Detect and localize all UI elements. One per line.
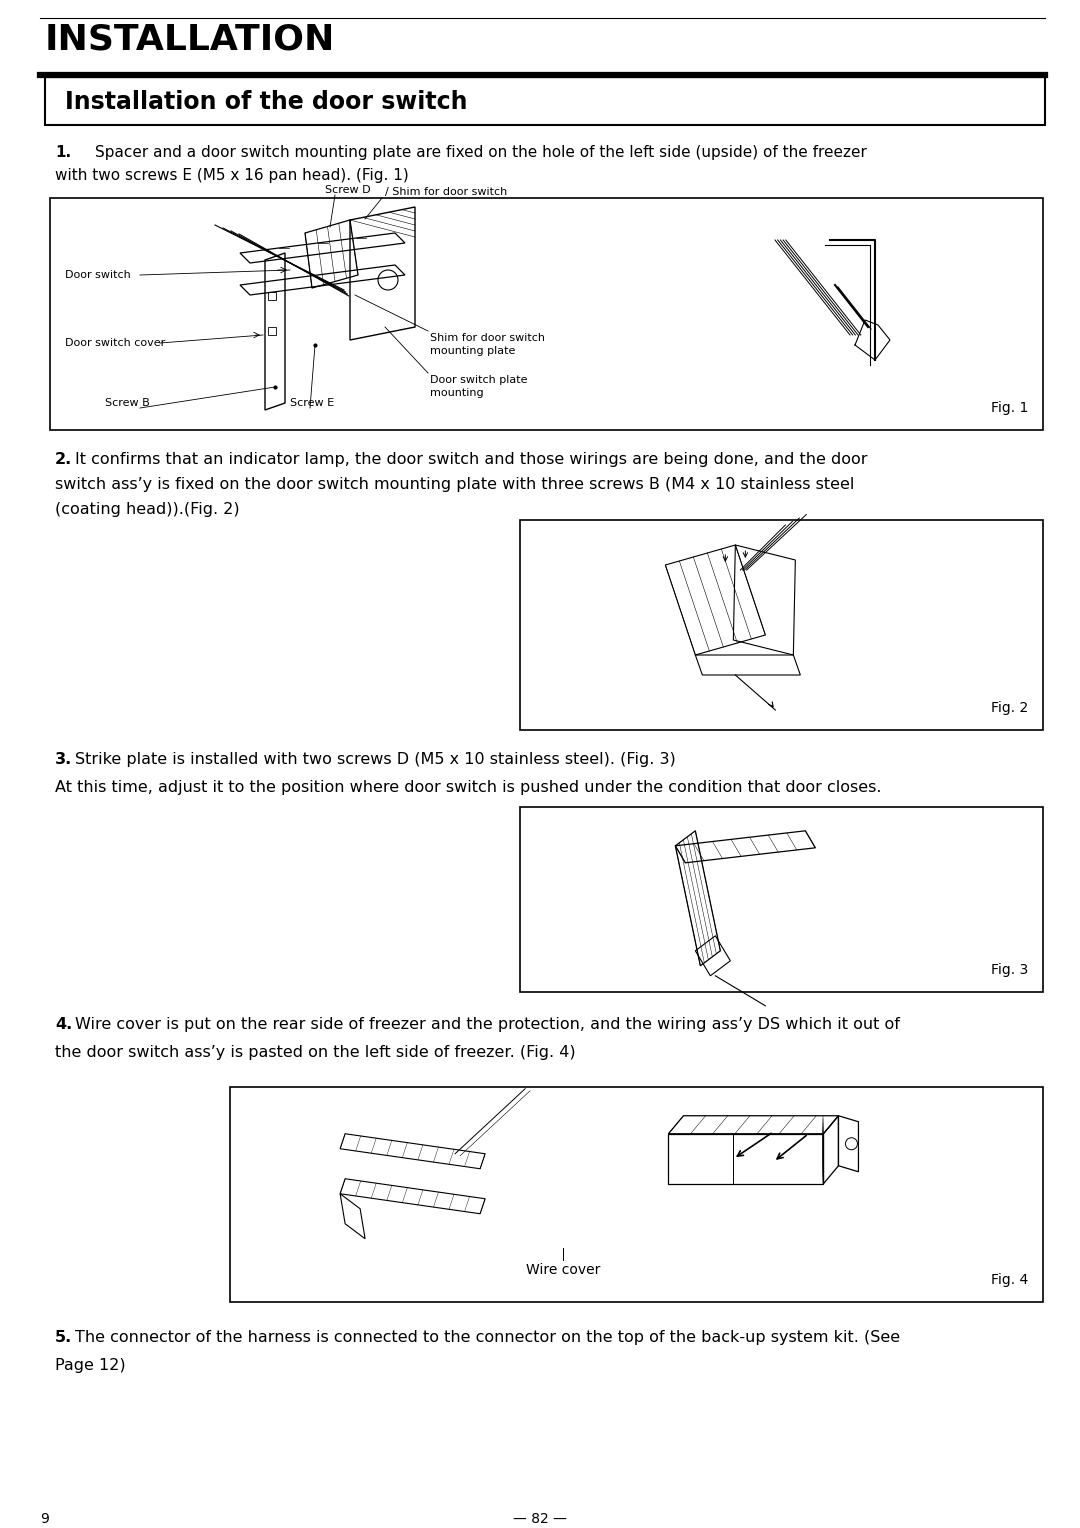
Bar (268, 327, 276, 335)
Text: Door switch cover: Door switch cover (65, 338, 165, 348)
Text: Fig. 4: Fig. 4 (990, 1273, 1028, 1287)
Text: Wire cover: Wire cover (526, 1264, 600, 1277)
FancyBboxPatch shape (230, 1086, 1043, 1302)
Text: the door switch ass’y is pasted on the left side of freezer. (Fig. 4): the door switch ass’y is pasted on the l… (55, 1045, 576, 1060)
Text: switch ass’y is fixed on the door switch mounting plate with three screws B (M4 : switch ass’y is fixed on the door switch… (55, 477, 854, 492)
FancyBboxPatch shape (519, 520, 1043, 730)
Text: — 82 —: — 82 — (513, 1513, 567, 1526)
Text: Fig. 3: Fig. 3 (990, 963, 1028, 976)
FancyBboxPatch shape (45, 76, 1045, 125)
Text: Fig. 2: Fig. 2 (990, 701, 1028, 715)
Bar (268, 292, 276, 299)
FancyBboxPatch shape (50, 199, 1043, 429)
Text: 3.: 3. (55, 752, 72, 767)
Text: 2.: 2. (55, 452, 72, 468)
Text: Screw B: Screw B (105, 397, 150, 408)
Text: Strike plate is installed with two screws D (M5 x 10 stainless steel). (Fig. 3): Strike plate is installed with two screw… (75, 752, 676, 767)
Text: INSTALLATION: INSTALLATION (45, 21, 336, 57)
Text: At this time, adjust it to the position where door switch is pushed under the co: At this time, adjust it to the position … (55, 779, 881, 795)
Text: (coating head)).(Fig. 2): (coating head)).(Fig. 2) (55, 503, 240, 516)
Text: Shim for door switch
mounting plate: Shim for door switch mounting plate (430, 333, 545, 356)
Text: Fig. 1: Fig. 1 (990, 400, 1028, 416)
Text: 1.: 1. (55, 145, 71, 160)
Text: with two screws E (M5 x 16 pan head). (Fig. 1): with two screws E (M5 x 16 pan head). (F… (55, 168, 408, 183)
Text: Door switch: Door switch (65, 270, 131, 280)
Text: / Shim for door switch: / Shim for door switch (384, 186, 508, 197)
Text: Screw D: Screw D (325, 185, 370, 196)
Text: Wire cover is put on the rear side of freezer and the protection, and the wiring: Wire cover is put on the rear side of fr… (75, 1018, 900, 1031)
Text: Door switch plate
mounting: Door switch plate mounting (430, 374, 527, 399)
Text: Screw E: Screw E (291, 397, 334, 408)
Text: Spacer and a door switch mounting plate are fixed on the hole of the left side (: Spacer and a door switch mounting plate … (95, 145, 867, 160)
Text: Installation of the door switch: Installation of the door switch (65, 90, 468, 115)
Text: Page 12): Page 12) (55, 1358, 125, 1374)
Text: 4.: 4. (55, 1018, 72, 1031)
Text: The connector of the harness is connected to the connector on the top of the bac: The connector of the harness is connecte… (75, 1329, 900, 1345)
Text: 9: 9 (40, 1513, 49, 1526)
Text: 5.: 5. (55, 1329, 72, 1345)
FancyBboxPatch shape (519, 807, 1043, 992)
Text: It confirms that an indicator lamp, the door switch and those wirings are being : It confirms that an indicator lamp, the … (75, 452, 867, 468)
